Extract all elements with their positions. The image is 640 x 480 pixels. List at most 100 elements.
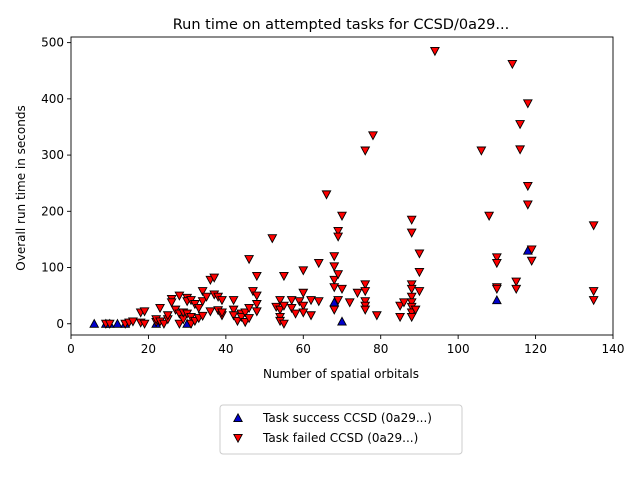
failed-point bbox=[251, 300, 262, 310]
failed-point bbox=[217, 308, 227, 318]
failed-point bbox=[588, 296, 599, 306]
failed-point bbox=[526, 245, 537, 255]
failed-point bbox=[329, 283, 340, 293]
failed-point bbox=[398, 298, 409, 308]
failed-point bbox=[522, 181, 533, 192]
failed-point bbox=[410, 305, 421, 315]
x-tick-label: 0 bbox=[67, 342, 75, 356]
failed-point bbox=[251, 307, 262, 317]
failed-point bbox=[406, 228, 417, 238]
chart-title: Run time on attempted tasks for CCSD/0a2… bbox=[173, 17, 510, 33]
failed-point bbox=[197, 311, 208, 322]
failed-point bbox=[491, 259, 502, 269]
failed-point bbox=[298, 301, 309, 311]
failed-point bbox=[306, 296, 316, 306]
failed-point bbox=[174, 291, 185, 301]
failed-point bbox=[371, 311, 382, 321]
failed-point bbox=[511, 284, 522, 295]
failed-point bbox=[298, 266, 309, 276]
x-tick-label: 80 bbox=[373, 342, 388, 356]
y-tick-label: 100 bbox=[41, 261, 64, 275]
failed-point bbox=[329, 275, 340, 286]
failed-point bbox=[240, 318, 251, 328]
legend-frame bbox=[219, 404, 463, 455]
data-marks bbox=[89, 47, 599, 329]
failed-point bbox=[197, 297, 208, 307]
failed-point bbox=[306, 311, 316, 321]
failed-point bbox=[360, 305, 371, 315]
failed-point bbox=[406, 215, 417, 225]
failed-point bbox=[360, 287, 371, 297]
failed-point bbox=[515, 145, 526, 155]
failed-point bbox=[278, 319, 289, 329]
success-point bbox=[491, 294, 502, 305]
failed-point bbox=[414, 268, 425, 278]
failed-point bbox=[337, 284, 347, 295]
failed-point bbox=[360, 146, 371, 156]
x-tick-label: 140 bbox=[602, 342, 625, 356]
failed-point bbox=[139, 307, 150, 317]
x-tick-label: 20 bbox=[141, 342, 156, 356]
failed-point bbox=[104, 319, 115, 329]
success-point bbox=[89, 318, 100, 328]
failed-point bbox=[228, 305, 239, 315]
legend-success-marker bbox=[233, 412, 243, 423]
failed-point bbox=[240, 308, 251, 318]
failed-point bbox=[313, 259, 324, 269]
failed-point bbox=[244, 255, 255, 265]
failed-point bbox=[248, 287, 258, 297]
failed-point bbox=[406, 292, 417, 302]
legend: Task success CCSD (0a29...) Task failed C… bbox=[219, 404, 463, 455]
y-tick-label: 200 bbox=[41, 204, 64, 218]
x-tick-label: 100 bbox=[447, 342, 470, 356]
x-tick-label: 120 bbox=[524, 342, 547, 356]
failed-point bbox=[313, 297, 324, 307]
failed-point bbox=[360, 280, 371, 290]
failed-point bbox=[515, 120, 526, 130]
failed-point bbox=[588, 221, 599, 231]
failed-point bbox=[232, 316, 243, 327]
failed-point bbox=[267, 234, 278, 244]
failed-point bbox=[174, 319, 185, 329]
failed-point bbox=[155, 303, 165, 314]
failed-point bbox=[352, 288, 363, 298]
failed-point bbox=[139, 319, 150, 329]
x-axis-label: Number of spatial orbitals bbox=[263, 367, 419, 381]
failed-point bbox=[360, 297, 371, 307]
failed-point bbox=[368, 131, 378, 141]
failed-point bbox=[414, 249, 425, 259]
failed-point bbox=[484, 211, 495, 221]
failed-point bbox=[228, 311, 239, 321]
legend-failed-label: Task failed CCSD (0a29...) bbox=[262, 431, 418, 445]
failed-point bbox=[507, 59, 518, 70]
failed-point bbox=[278, 301, 289, 311]
failed-point bbox=[193, 303, 204, 314]
failed-point bbox=[217, 296, 227, 306]
failed-point bbox=[298, 308, 309, 318]
success-point bbox=[337, 316, 347, 326]
y-tick-label: 0 bbox=[56, 317, 64, 331]
failed-point bbox=[166, 298, 177, 308]
failed-point bbox=[321, 190, 332, 200]
failed-point bbox=[201, 292, 212, 302]
failed-point bbox=[286, 296, 297, 306]
failed-point bbox=[286, 303, 297, 314]
failed-point bbox=[127, 317, 138, 327]
failed-point bbox=[406, 298, 417, 308]
failed-point bbox=[429, 47, 440, 57]
axes-frame bbox=[70, 36, 614, 336]
failed-point bbox=[278, 271, 289, 282]
y-tick-label: 400 bbox=[41, 92, 64, 106]
failed-point bbox=[329, 305, 340, 315]
failed-point bbox=[275, 305, 286, 315]
y-tick-label: 300 bbox=[41, 148, 64, 162]
failed-point bbox=[290, 309, 301, 319]
failed-point bbox=[344, 298, 355, 308]
failed-point bbox=[251, 271, 262, 282]
failed-point bbox=[244, 303, 255, 314]
axes: 0 20 40 60 80 100 120 140 0 100 200 300 400 500 bbox=[41, 36, 624, 356]
failed-point bbox=[209, 273, 220, 283]
failed-point bbox=[333, 226, 344, 237]
failed-point bbox=[337, 211, 347, 221]
